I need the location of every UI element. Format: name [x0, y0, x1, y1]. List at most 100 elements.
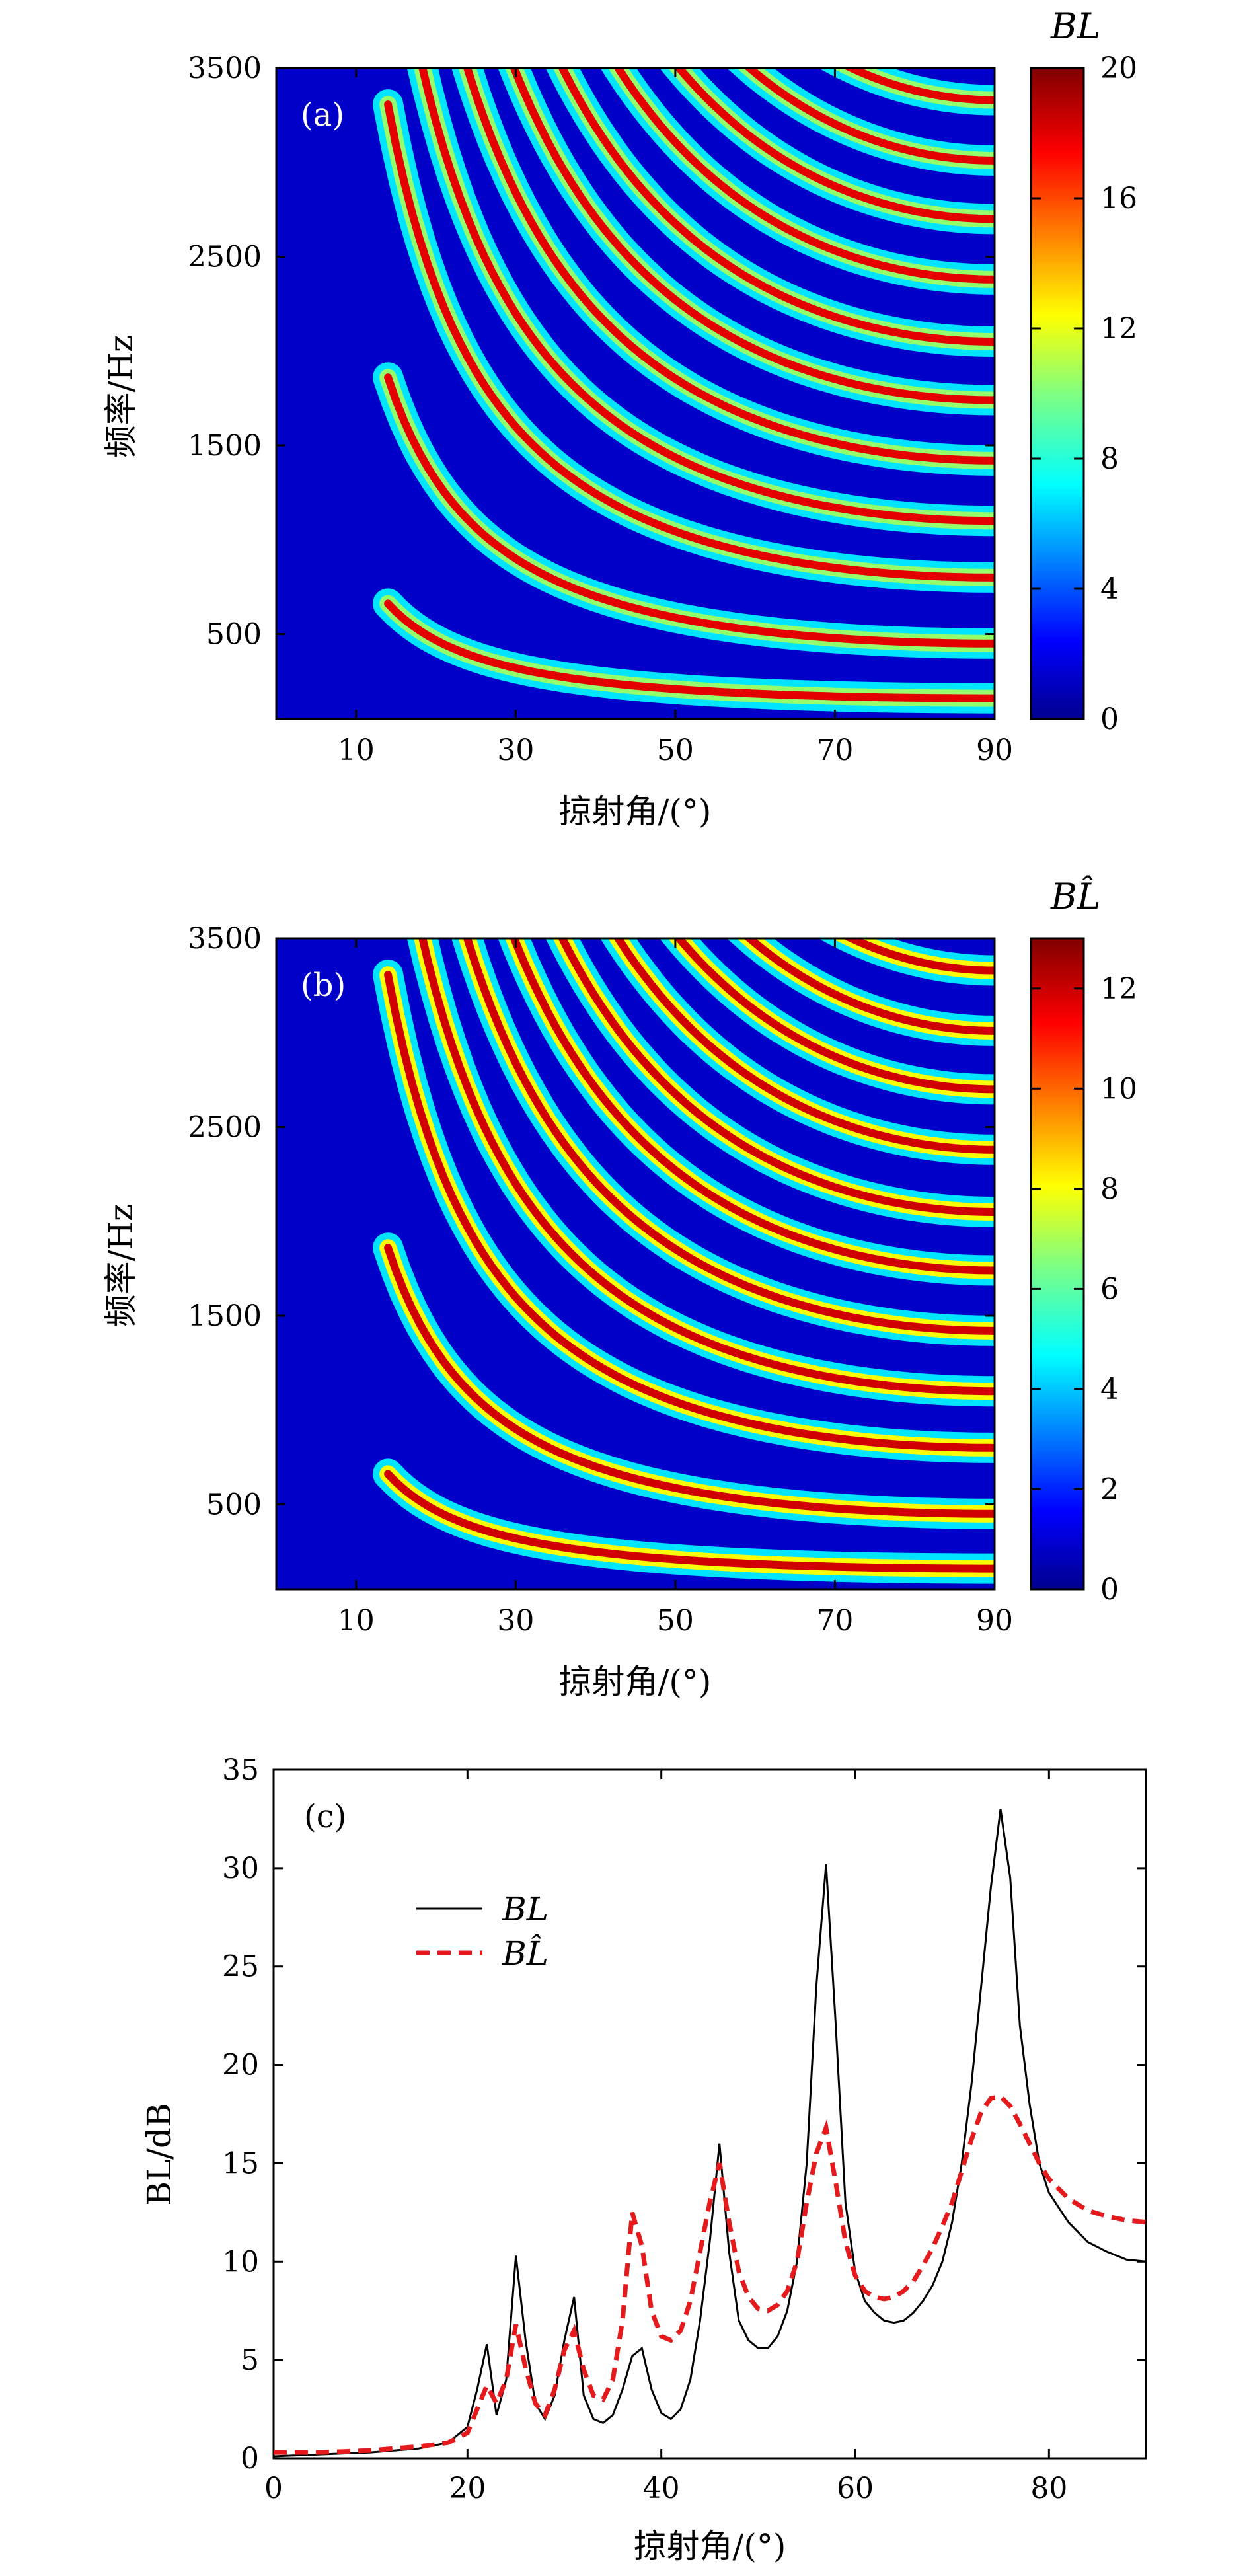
panel-b: 10 30 50 70 90 500 1500 2500 3500 (b) 掠射角/(°) 频率…	[102, 875, 1137, 1701]
band-core	[743, 68, 995, 165]
x-tick-label: 30	[497, 734, 534, 767]
band-core	[613, 68, 995, 284]
panel-c: 0 20 40 60 80 0 5 10 15 20 25 30 35 (c) 掠射角/(°) BL/d…	[140, 1753, 1147, 2565]
colorbar-tick-label: 20	[1100, 52, 1137, 85]
y-tick-label: 15	[222, 2146, 259, 2180]
colorbar-tick-label: 0	[1100, 1573, 1119, 1607]
panel-a: 10 30 50 70 90 500 1500 2500 3500 (a) 掠射角/(°) 频率…	[102, 5, 1137, 831]
heatmap-b-xlabel: 掠射角/(°)	[559, 1663, 712, 1701]
band-core	[463, 68, 995, 465]
y-tick-label: 3500	[188, 922, 262, 956]
y-tick-label: 5	[241, 2343, 259, 2377]
colorbar-tick-label: 16	[1100, 182, 1137, 215]
band-core	[613, 938, 995, 1154]
band-core	[418, 938, 995, 1396]
colorbar-tick-label: 8	[1100, 442, 1119, 476]
band-core	[384, 1244, 995, 1518]
colorbar-tick-label: 12	[1100, 972, 1137, 1006]
x-tick-label: 60	[837, 2472, 874, 2505]
x-tick-label: 20	[449, 2472, 486, 2505]
x-tick-label: 0	[264, 2472, 283, 2505]
series-bl-line	[274, 1809, 1146, 2458]
colorbar-b	[1030, 937, 1085, 1591]
x-tick-label: 30	[497, 1604, 534, 1638]
y-tick-label: 25	[222, 1950, 259, 1984]
x-tick-label: 70	[816, 734, 853, 767]
band-core	[510, 68, 995, 404]
colorbar-a-ticks: 0 4 8 12 16 20	[1031, 52, 1137, 736]
y-tick-label: 35	[222, 1753, 259, 1787]
y-tick-label: 30	[222, 1852, 259, 1885]
y-tick-label: 500	[206, 618, 262, 652]
x-tick-label: 90	[976, 734, 1013, 767]
band-core	[384, 599, 995, 702]
y-tick-label: 500	[206, 1488, 262, 1522]
colorbar-a	[1030, 67, 1085, 720]
heatmap-a-axes: 10 30 50 70 90 500 1500 2500 3500	[188, 52, 1013, 767]
colorbar-tick-label: 2	[1100, 1472, 1119, 1506]
y-tick-label: 20	[222, 2049, 259, 2082]
heatmap-a-ylabel: 频率/Hz	[102, 335, 140, 459]
heatmap-b-axes: 10 30 50 70 90 500 1500 2500 3500	[188, 922, 1013, 1638]
heatmap-a-frame	[275, 67, 996, 720]
colorbar-tick-label: 8	[1100, 1172, 1119, 1206]
line-chart-ylabel: BL/dB	[140, 2103, 178, 2206]
colorbar-a-label: BL	[1050, 5, 1101, 47]
band-core	[673, 68, 995, 223]
band-core	[463, 938, 995, 1335]
y-tick-label: 3500	[188, 52, 262, 85]
line-chart-axes: 0 20 40 60 80 0 5 10 15 20 25 30 35	[222, 1753, 1146, 2505]
band-core	[384, 100, 995, 582]
y-tick-label: 2500	[188, 1111, 262, 1145]
colorbar-tick-label: 0	[1100, 702, 1119, 736]
y-tick-label: 2500	[188, 241, 262, 274]
band-core	[418, 68, 995, 525]
band-core	[384, 971, 995, 1452]
series-bl-hat-line	[274, 2094, 1146, 2455]
x-tick-label: 10	[338, 734, 375, 767]
band-core	[510, 938, 995, 1275]
band-core	[743, 938, 995, 1035]
x-tick-label: 70	[816, 1604, 853, 1638]
band-core	[384, 1470, 995, 1573]
line-chart-xlabel: 掠射角/(°)	[634, 2527, 786, 2565]
colorbar-b-label: BL̂	[1050, 875, 1101, 917]
y-tick-label: 1500	[188, 1299, 262, 1333]
heatmap-a	[276, 68, 995, 719]
panel-b-label: (b)	[301, 967, 346, 1004]
heatmap-b-ylabel: 频率/Hz	[102, 1204, 140, 1328]
heatmap-a-xlabel: 掠射角/(°)	[559, 792, 712, 831]
heatmap-a-bands	[373, 68, 995, 714]
band-core	[673, 938, 995, 1094]
heatmap-b	[276, 938, 995, 1589]
legend-bl-hat-label: BL̂	[502, 1934, 549, 1973]
colorbar-tick-label: 6	[1100, 1272, 1119, 1306]
x-tick-label: 10	[338, 1604, 375, 1638]
band-core	[558, 938, 995, 1216]
panel-a-label: (a)	[301, 96, 344, 133]
y-tick-label: 10	[222, 2245, 259, 2279]
colorbar-tick-label: 12	[1100, 312, 1137, 346]
panel-c-label: (c)	[304, 1798, 346, 1835]
line-chart-frame	[272, 1768, 1147, 2460]
heatmap-b-bands	[373, 938, 995, 1584]
x-tick-label: 50	[657, 734, 694, 767]
heatmap-b-frame	[275, 937, 996, 1591]
band-core	[384, 373, 995, 648]
x-tick-label: 90	[976, 1604, 1013, 1638]
band-core	[842, 68, 995, 104]
band-core	[842, 938, 995, 975]
x-tick-label: 40	[643, 2472, 680, 2505]
colorbar-b-ticks: 0 2 4 6 8 10 12	[1031, 972, 1137, 1607]
legend-bl-label: BL	[502, 1890, 549, 1928]
x-tick-label: 80	[1030, 2472, 1067, 2505]
legend: BL BL̂	[416, 1890, 549, 1973]
colorbar-tick-label: 4	[1100, 572, 1119, 606]
x-tick-label: 50	[657, 1604, 694, 1638]
y-tick-label: 0	[241, 2442, 259, 2476]
colorbar-tick-label: 4	[1100, 1373, 1119, 1406]
band-core	[558, 68, 995, 346]
y-tick-label: 1500	[188, 429, 262, 463]
colorbar-tick-label: 10	[1100, 1072, 1137, 1106]
